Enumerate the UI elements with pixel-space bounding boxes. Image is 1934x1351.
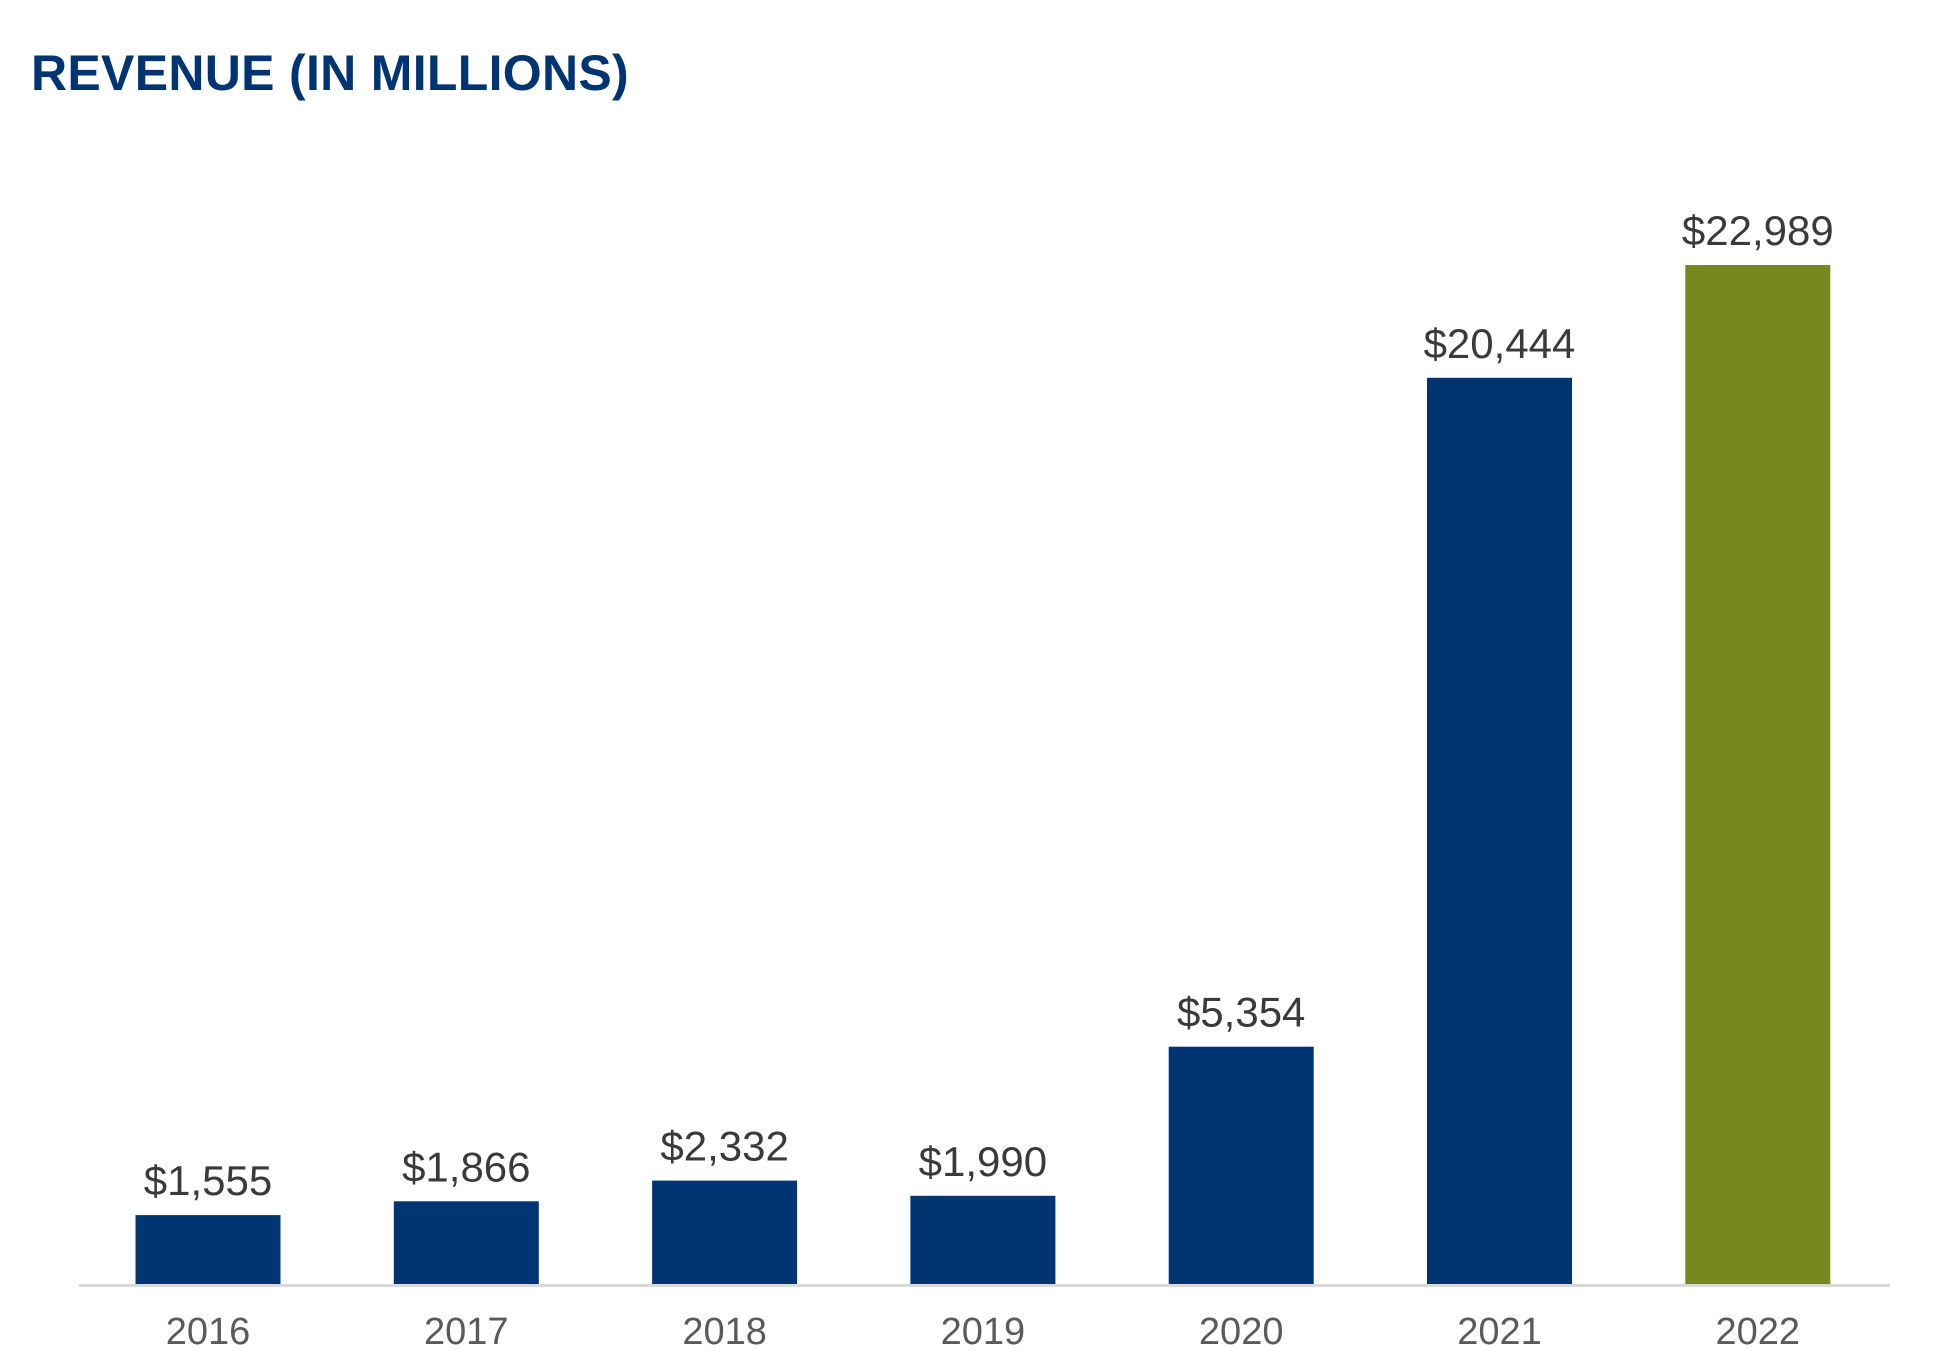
bar-2020 (1168, 1046, 1314, 1284)
value-labels-group: $1,555 $1,866 $2,332 $1,990 $5,354 $20,444 $22… (144, 207, 1834, 1204)
x-tick-label-2019: 2019 (941, 1311, 1026, 1351)
value-label-2016: $1,555 (144, 1157, 272, 1204)
x-tick-label-2018: 2018 (682, 1311, 767, 1351)
x-tick-label-2017: 2017 (424, 1311, 509, 1351)
chart-title: REVENUE (IN MILLIONS) (31, 45, 629, 101)
bar-2018 (652, 1180, 798, 1284)
value-label-2021: $20,444 (1424, 320, 1576, 367)
bar-2016 (135, 1215, 281, 1284)
tick-labels-group: 2016 2017 2018 2019 2020 2021 2022 (166, 1311, 1800, 1351)
bar-2021 (1427, 377, 1572, 1284)
value-label-2019: $1,990 (919, 1138, 1047, 1185)
value-label-2022: $22,989 (1682, 207, 1834, 254)
x-tick-label-2021: 2021 (1457, 1311, 1542, 1351)
value-label-2017: $1,866 (402, 1143, 530, 1190)
bar-2017 (393, 1201, 539, 1284)
bar-2019 (910, 1195, 1056, 1284)
x-tick-label-2022: 2022 (1716, 1311, 1801, 1351)
value-label-2020: $5,354 (1177, 989, 1305, 1036)
x-tick-label-2020: 2020 (1199, 1311, 1284, 1351)
value-label-2018: $2,332 (660, 1123, 788, 1170)
x-tick-label-2016: 2016 (166, 1311, 251, 1351)
bar-2022 (1685, 265, 1831, 1284)
bars-group (135, 265, 1831, 1284)
